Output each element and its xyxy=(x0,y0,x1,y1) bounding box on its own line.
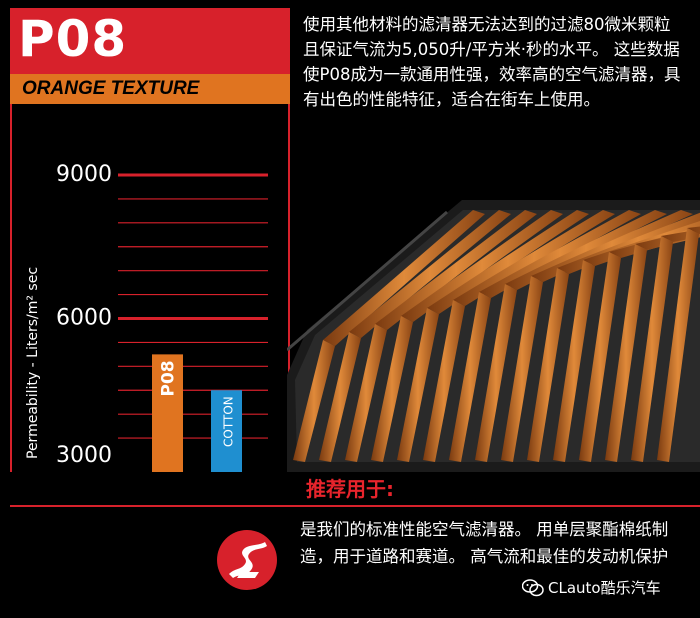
bar-cotton xyxy=(211,390,242,472)
chart-panel-frame xyxy=(10,104,290,472)
watermark-text: CLauto酷乐汽车 xyxy=(548,579,661,597)
model-title: P08 xyxy=(18,10,128,68)
recommend-heading: 推荐用于: xyxy=(306,477,394,501)
y-axis-label: Permeability - Liters/m² sec xyxy=(25,267,41,459)
texture-banner xyxy=(10,74,290,104)
bar-p08 xyxy=(152,354,183,472)
texture-label: ORANGE TEXTURE xyxy=(22,78,200,99)
permeability-chart: 3000 6000 9000 P08 COTTON Permeability - Li… xyxy=(25,162,268,472)
air-filter-image xyxy=(287,200,700,472)
watermark: CLauto酷乐汽车 xyxy=(522,577,661,598)
wechat-icon xyxy=(522,578,544,596)
section-divider xyxy=(10,505,700,507)
usage-description: 是我们的标准性能空气滤清器。 用单层聚酯棉纸制造，用于道路和赛道。 高气流和最佳… xyxy=(300,520,669,566)
y-tick-label: 9000 xyxy=(56,162,112,187)
y-tick-label: 6000 xyxy=(56,306,112,331)
y-tick-label: 3000 xyxy=(56,443,112,468)
road-icon xyxy=(217,530,277,590)
title-banner xyxy=(10,8,290,74)
bar-label-cotton: COTTON xyxy=(222,396,236,447)
product-description: 使用其他材料的滤清器无法达到的过滤80微米颗粒且保证气流为5,050升/平方米·… xyxy=(303,15,681,109)
bar-label-p08: P08 xyxy=(159,360,179,396)
